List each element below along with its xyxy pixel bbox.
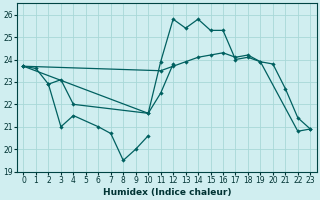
X-axis label: Humidex (Indice chaleur): Humidex (Indice chaleur) bbox=[103, 188, 231, 197]
